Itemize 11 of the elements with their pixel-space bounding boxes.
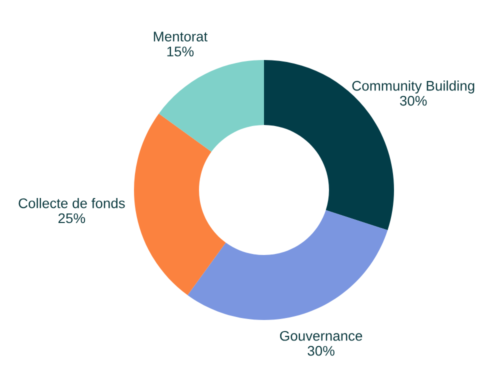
donut-slice [188, 210, 388, 320]
slice-label: Gouvernance [280, 330, 362, 341]
donut-slice [134, 114, 226, 296]
data-label: 30% [400, 96, 427, 106]
data-label: 25% [58, 213, 86, 224]
slice-label: Collecte de fonds [18, 198, 125, 208]
data-label: 15% [167, 46, 194, 56]
donut-slice [158, 60, 264, 152]
data-label: 30% [308, 346, 334, 356]
slice-label: Mentorat [154, 32, 208, 42]
slice-label: Community Building [352, 80, 474, 94]
